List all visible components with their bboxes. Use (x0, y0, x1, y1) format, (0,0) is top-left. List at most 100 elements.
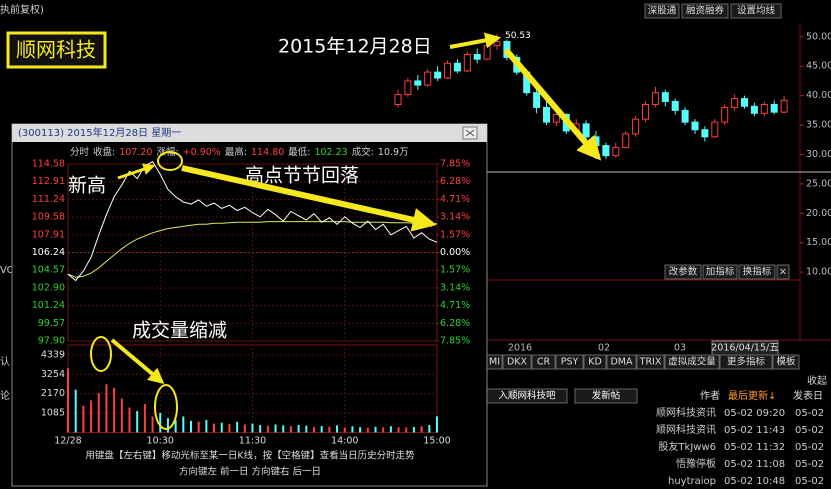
forum-link[interactable]: 发新帖 (592, 390, 621, 402)
news-author[interactable]: 顺网科技资讯 (656, 423, 716, 436)
annotation: 成交量缩减 (132, 320, 227, 342)
indicator-button[interactable]: × (779, 267, 787, 278)
volume-bar (320, 426, 323, 433)
history-popup: (300113) 2015年12月28日 星期一 分时 收盘: 107.20 涨幅: +… (11, 123, 488, 487)
news-date: 05-02 (795, 408, 824, 419)
x-tick-label: 11:30 (239, 436, 266, 447)
indicator-tab[interactable]: CR (537, 357, 551, 368)
indicator-tab-box[interactable] (719, 354, 773, 370)
candle-body (552, 113, 560, 123)
quote-field: 114.80 (251, 147, 284, 158)
indicator-tab-box[interactable] (531, 354, 556, 370)
arrow (181, 165, 437, 232)
arrow (110, 338, 165, 385)
annotation: 新高 (68, 175, 106, 197)
volume-bar (374, 426, 377, 433)
indicator-button[interactable]: 加指标 (706, 266, 735, 278)
indicator-tab[interactable]: 虚拟成交量 (668, 356, 716, 368)
indicator-button[interactable]: 改参数 (669, 266, 698, 278)
news-author[interactable]: 悟豫停板 (676, 457, 716, 470)
candle-body (543, 106, 550, 123)
quote-field: 收盘: (93, 146, 115, 158)
y2-tick-label: 1.57% (440, 265, 470, 276)
y-tick-label: 106.24 (32, 247, 65, 258)
forum-link-box[interactable] (574, 388, 638, 404)
indicator-tab-box[interactable] (606, 354, 637, 370)
y2-tick-label: 3.14% (440, 212, 470, 223)
y-tick-label: 15.00 (806, 237, 831, 248)
news-updated: 05-02 11:32 (724, 442, 785, 453)
volume-bar (82, 405, 85, 433)
close-icon (465, 129, 475, 137)
indicator-button-box[interactable] (738, 264, 776, 280)
indicator-tab[interactable]: DKX (507, 357, 528, 368)
indicator-tab[interactable]: DMA (610, 357, 633, 368)
top-button[interactable]: 深股通 (648, 6, 677, 17)
indicator-tab[interactable]: 模板 (776, 356, 796, 368)
indicator-tab-box[interactable] (583, 354, 607, 370)
candle-body (473, 53, 481, 60)
candle-body (661, 92, 669, 103)
candle-body (434, 71, 442, 79)
indicator-button-box[interactable] (664, 264, 702, 280)
news-updated: 05-02 09:20 (724, 408, 785, 419)
candle-body (780, 99, 788, 113)
indicator-tab-box[interactable] (502, 354, 532, 370)
indicator-button[interactable]: 换指标 (743, 266, 772, 278)
y-tick-label: 30.00 (806, 149, 831, 160)
candle-body (602, 145, 610, 157)
x-tick-label: 14:00 (331, 436, 358, 447)
indicator-tab[interactable]: TRIX (639, 357, 662, 368)
top-button[interactable]: 设置均线 (737, 5, 776, 17)
candle-body (444, 62, 451, 79)
candle-body (760, 103, 768, 114)
collapse-button[interactable]: 收起 (807, 374, 827, 387)
candle-body (632, 118, 640, 135)
news-author[interactable]: huytraiop (668, 476, 716, 487)
y-tick-label: 20.00 (806, 208, 831, 219)
cursor-date: 2016/04/15/五 (711, 343, 778, 354)
peak-label: 50.53 (505, 31, 531, 41)
volume-tick-label: 1085 (41, 408, 65, 419)
x-tick-label: 15:00 (423, 436, 450, 447)
top-button-box[interactable] (730, 3, 782, 19)
top-button-box[interactable] (681, 3, 729, 19)
indicator-tab-box[interactable] (664, 354, 720, 370)
volume-bar (359, 427, 362, 433)
indicator-tab-box[interactable] (636, 354, 665, 370)
indicator-tab[interactable]: KD (588, 357, 602, 368)
indicator-button-box[interactable] (702, 264, 738, 280)
forum-link[interactable]: 入顺网科技吧 (498, 390, 556, 402)
volume-bar (213, 423, 216, 433)
volume-bar (236, 421, 239, 433)
highlight (157, 151, 183, 171)
volume-tick-label: 3254 (41, 369, 65, 380)
candle-body (394, 93, 402, 105)
top-button[interactable]: 融资融券 (686, 5, 725, 17)
news-author[interactable]: 股友TkJww6 (658, 440, 716, 453)
quote-header: 分时 收盘: 107.20 涨幅: +0.90% 最高: 114.80 最低: 102.23 成交… (70, 146, 409, 158)
news-author[interactable]: 顺网科技资讯 (656, 406, 716, 419)
indicator-button-box[interactable] (776, 264, 790, 280)
indicator-tab[interactable]: 更多指标 (727, 356, 766, 368)
volume-bar (259, 424, 262, 433)
y-tick-label: 107.91 (32, 229, 65, 240)
volume-bar (397, 427, 400, 433)
indicator-tab[interactable]: PSY (561, 357, 579, 368)
quote-field: 成交: (352, 146, 374, 158)
popup-titlebar (12, 124, 487, 142)
indicator-tab-box[interactable] (772, 354, 800, 370)
volume-tick-label: 2170 (41, 388, 65, 399)
candle-body (404, 80, 412, 95)
indicator-tab-box[interactable] (555, 354, 584, 370)
top-button-box[interactable] (644, 3, 680, 19)
volume-bar (389, 426, 392, 433)
volume-tick-label: 4339 (41, 350, 65, 361)
candle-body (414, 80, 422, 86)
volume-bar (74, 389, 77, 433)
volume-bar (205, 419, 208, 433)
volume-bar (67, 368, 69, 433)
volume-bar (282, 425, 285, 433)
indicator-tab[interactable]: MI (489, 357, 500, 368)
candle-body (691, 121, 699, 131)
